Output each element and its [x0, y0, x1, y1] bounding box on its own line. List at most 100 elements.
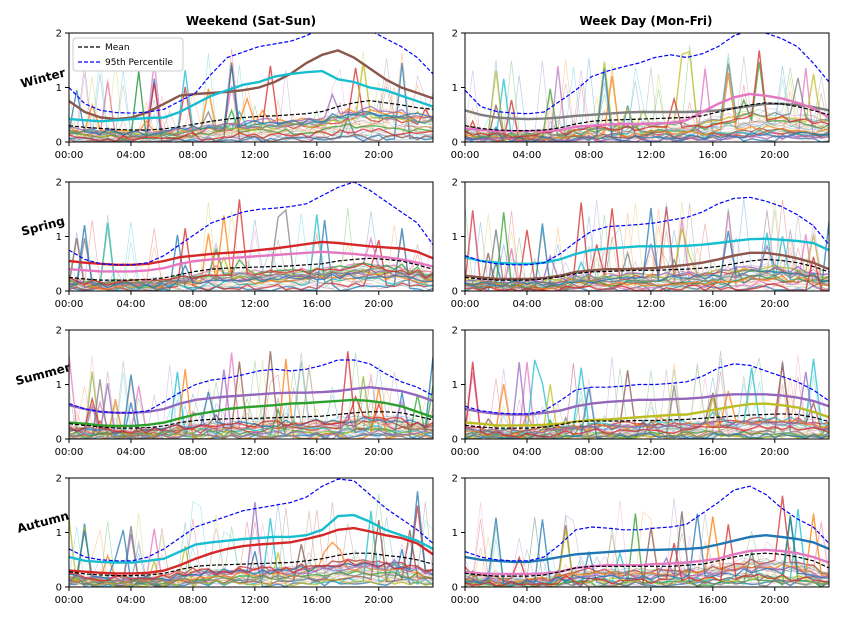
- household-load-curve: [69, 208, 433, 288]
- x-tick-label: 00:00: [55, 150, 84, 161]
- y-tick-label: 0: [56, 435, 62, 446]
- household-load-curve: [465, 358, 829, 435]
- household-load-curve: [465, 256, 829, 291]
- legend: Mean 95th Percentile: [72, 37, 184, 72]
- p95-line: [69, 478, 433, 562]
- household-load-curve: [465, 50, 829, 138]
- panel-winter-weekend: 0 1 2 00:00 04:00 08:00 12:00 16:00 20:00: [55, 29, 434, 161]
- x-tick-label: 20:00: [364, 447, 393, 458]
- y-tick-label: 0: [56, 583, 62, 594]
- x-tick-label: 08:00: [575, 299, 604, 310]
- household-load-curve: [465, 227, 829, 290]
- panel-autumn-weekend: 0 1 2 00:00 04:00 08:00 12:00 16:00 20:00: [55, 474, 434, 606]
- x-tick-label: 12:00: [240, 447, 269, 458]
- x-tick-label: 20:00: [760, 447, 789, 458]
- y-tick-label: 2: [56, 474, 62, 485]
- highlighted-load-curve: [465, 102, 829, 121]
- household-load-curve: [69, 270, 433, 288]
- household-load-curve: [69, 53, 433, 140]
- p95-line: [69, 359, 433, 414]
- panel-autumn-weekday: 0 1 2 00:00 04:00 08:00 12:00 16:00 20:00: [451, 474, 830, 606]
- x-tick-label: 16:00: [302, 595, 331, 606]
- mean-line: [69, 257, 433, 281]
- x-tick-label: 08:00: [575, 150, 604, 161]
- x-tick-label: 12:00: [636, 299, 665, 310]
- x-tick-label: 04:00: [117, 299, 146, 310]
- y-tick-label: 1: [56, 83, 62, 94]
- household-load-curve: [69, 358, 433, 439]
- household-load-curve: [69, 84, 433, 135]
- y-tick-label: 1: [56, 232, 62, 243]
- household-load-curve: [69, 362, 433, 438]
- highlighted-load-curve: [465, 402, 829, 427]
- household-load-curve: [69, 556, 433, 587]
- panel-plot-area: [465, 350, 829, 439]
- panel-plot-area: [69, 182, 433, 291]
- y-tick-label: 1: [452, 83, 458, 94]
- household-load-curve: [69, 214, 433, 291]
- y-tick-label: 2: [56, 29, 62, 40]
- household-load-curve: [69, 541, 433, 584]
- household-load-curve: [465, 375, 829, 439]
- household-load-curve: [69, 378, 433, 436]
- x-tick-label: 00:00: [451, 150, 480, 161]
- x-tick-label: 08:00: [575, 595, 604, 606]
- mean-line: [465, 258, 829, 281]
- x-tick-label: 12:00: [636, 447, 665, 458]
- x-tick-label: 00:00: [55, 299, 84, 310]
- x-tick-label: 00:00: [451, 447, 480, 458]
- household-load-curve: [69, 109, 433, 140]
- household-load-curve: [69, 528, 433, 582]
- panel-plot-area: [465, 33, 829, 142]
- household-load-curve: [465, 205, 829, 288]
- y-tick-label: 0: [56, 138, 62, 149]
- y-tick-label: 1: [56, 528, 62, 539]
- household-load-curve: [465, 513, 829, 586]
- household-load-curve: [465, 229, 829, 289]
- household-load-curve: [69, 65, 433, 137]
- household-load-curve: [69, 394, 433, 435]
- household-load-curve: [69, 377, 433, 439]
- y-tick-label: 0: [452, 138, 458, 149]
- household-load-curve: [69, 534, 433, 585]
- x-tick-label: 12:00: [240, 150, 269, 161]
- household-load-curve: [69, 127, 433, 142]
- panel-plot-area: [69, 351, 433, 439]
- household-load-curve: [465, 243, 829, 285]
- household-load-curve: [69, 502, 433, 586]
- household-load-curve: [69, 559, 433, 582]
- household-load-curve: [69, 360, 433, 434]
- legend-mean-label: Mean: [105, 43, 130, 53]
- household-load-curve: [465, 384, 829, 439]
- x-tick-label: 20:00: [760, 299, 789, 310]
- highlighted-load-curve: [69, 398, 433, 428]
- x-tick-label: 16:00: [698, 299, 727, 310]
- household-load-curve: [465, 89, 829, 142]
- household-load-curve: [69, 356, 433, 435]
- y-tick-label: 2: [56, 326, 62, 337]
- household-load-curve: [69, 569, 433, 586]
- highlighted-load-curve: [465, 548, 829, 576]
- x-tick-label: 00:00: [451, 299, 480, 310]
- panel-spring-weekend: 0 1 2 00:00 04:00 08:00 12:00 16:00 20:00: [55, 178, 434, 310]
- panels: 0 1 2 00:00 04:00 08:00 12:00 16:00 20:00 0 1 2 00:0…: [55, 29, 830, 606]
- x-tick-label: 04:00: [513, 150, 542, 161]
- x-tick-label: 16:00: [698, 447, 727, 458]
- p95-line: [69, 182, 433, 266]
- y-tick-label: 2: [452, 178, 458, 189]
- column-title-weekday: Week Day (Mon-Fri): [579, 14, 712, 28]
- household-load-curve: [69, 211, 433, 287]
- x-tick-label: 00:00: [55, 595, 84, 606]
- p95-line: [465, 363, 829, 415]
- y-tick-label: 1: [452, 232, 458, 243]
- y-tick-label: 0: [452, 583, 458, 594]
- household-load-curve: [69, 379, 433, 439]
- legend-p95-label: 95th Percentile: [105, 58, 173, 68]
- household-load-curve: [465, 94, 829, 138]
- household-load-curve: [69, 518, 433, 587]
- p95-line: [465, 485, 829, 562]
- p95-line: [465, 33, 829, 115]
- x-tick-label: 08:00: [179, 447, 208, 458]
- highlighted-load-curve: [69, 49, 433, 121]
